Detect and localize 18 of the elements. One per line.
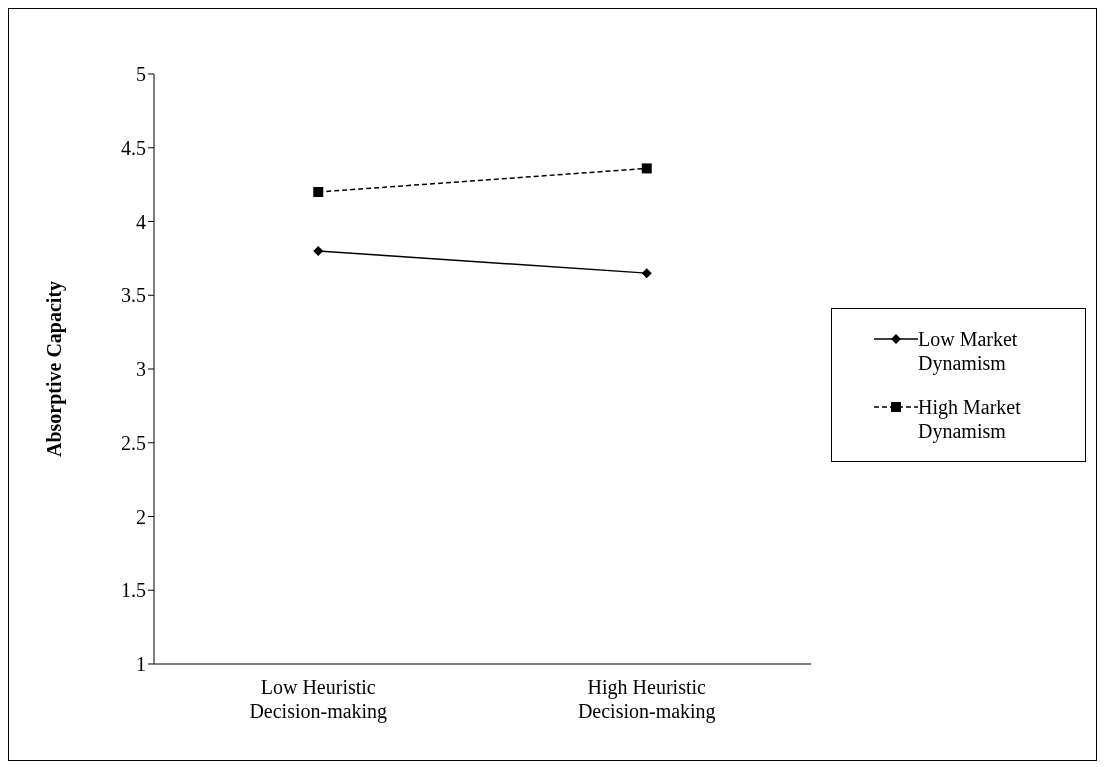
y-tick-label: 3	[136, 358, 146, 381]
point	[641, 268, 652, 279]
y-axis-title: Absorptive Capacity	[43, 280, 67, 458]
y-tick-label: 5	[136, 63, 146, 86]
x-tick-label: High Heuristic Decision-making	[577, 676, 716, 723]
y-tick-label: 4	[136, 210, 146, 233]
point	[313, 246, 324, 256]
point	[641, 163, 652, 174]
legend-label: Low Market Dynamism	[918, 326, 1019, 375]
y-tick-label: 3.5	[121, 284, 146, 307]
y-tick-label: 1	[136, 653, 146, 676]
y-tick-label: 2.5	[121, 431, 146, 454]
legend-label: High Market Dynamism	[918, 394, 1022, 443]
y-tick-label: 4.5	[121, 136, 146, 159]
point	[313, 187, 324, 197]
y-tick-label: 2	[136, 505, 146, 528]
y-tick-label: 1.5	[121, 579, 146, 602]
x-tick-label: Low Heuristic Decision-making	[249, 676, 388, 723]
